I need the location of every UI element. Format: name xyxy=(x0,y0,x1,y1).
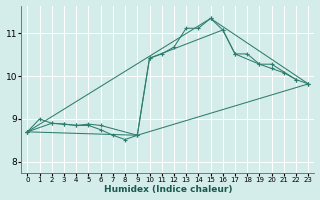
X-axis label: Humidex (Indice chaleur): Humidex (Indice chaleur) xyxy=(104,185,232,194)
